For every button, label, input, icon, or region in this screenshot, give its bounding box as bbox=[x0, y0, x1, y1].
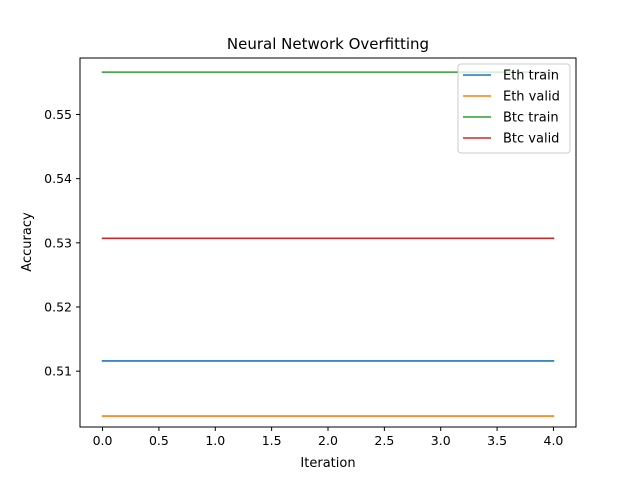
y-axis-label: Accuracy bbox=[20, 212, 35, 272]
x-tick-label: 0.0 bbox=[93, 433, 113, 448]
legend: Eth train Eth valid Btc train Btc valid bbox=[457, 63, 571, 154]
y-tick-label: 0.55 bbox=[44, 107, 72, 122]
x-tick-label: 2.5 bbox=[374, 433, 394, 448]
y-tick-label: 0.54 bbox=[44, 171, 72, 186]
legend-label-0: Eth train bbox=[503, 69, 559, 84]
x-tick-label: 3.0 bbox=[431, 433, 451, 448]
x-tick-label: 2.0 bbox=[318, 433, 338, 448]
chart-title: Neural Network Overfitting bbox=[227, 35, 429, 53]
x-tick-label: 1.0 bbox=[205, 433, 225, 448]
legend-box bbox=[457, 63, 571, 154]
legend-label-2: Btc train bbox=[503, 111, 559, 126]
plot-frame bbox=[79, 57, 577, 428]
x-tick-label: 4.0 bbox=[544, 433, 564, 448]
y-tick-label: 0.51 bbox=[44, 364, 72, 379]
y-axis-ticks: 0.51 0.52 0.53 0.54 0.55 bbox=[44, 107, 80, 379]
y-tick-label: 0.53 bbox=[44, 235, 72, 250]
x-axis-label: Iteration bbox=[300, 456, 355, 471]
x-tick-label: 3.5 bbox=[487, 433, 507, 448]
x-tick-label: 1.5 bbox=[262, 433, 282, 448]
x-axis-ticks: 0.0 0.5 1.0 1.5 2.0 2.5 3.0 3.5 4.0 bbox=[93, 427, 564, 448]
legend-label-1: Eth valid bbox=[503, 90, 560, 105]
x-tick-label: 0.5 bbox=[149, 433, 169, 448]
y-tick-label: 0.52 bbox=[44, 299, 72, 314]
legend-label-3: Btc valid bbox=[503, 132, 559, 147]
